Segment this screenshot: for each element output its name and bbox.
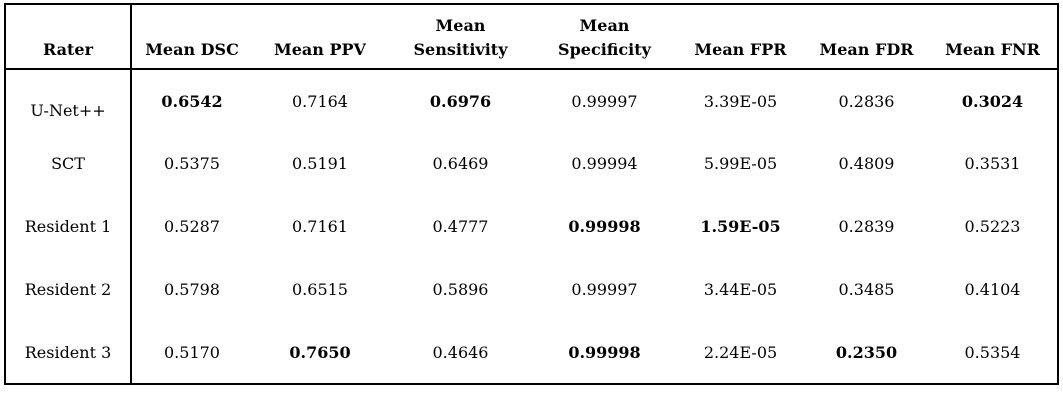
rater-cell: Resident 1 [5, 195, 132, 258]
table-row-resident2: Resident 2 0.5798 0.6515 0.5896 0.99997 … [5, 258, 1058, 321]
rater-metrics-table: Rater Mean DSC Mean PPV Mean Sensitivity… [4, 3, 1059, 385]
value-cell: 0.6976 [429, 91, 492, 111]
value-cell: 0.4646 [432, 342, 489, 362]
value-cell: 0.7650 [289, 342, 351, 362]
header-cell-mean-fpr: Mean FPR [676, 4, 805, 70]
value-cell: 0.5375 [164, 154, 220, 173]
header-cell-mean-fnr: Mean FNR [928, 4, 1058, 70]
value-cell: 0.6469 [432, 154, 489, 173]
rater-cell: SCT [5, 132, 132, 195]
value-cell: 0.99998 [568, 217, 641, 236]
rater-cell: U-Net++ [5, 69, 132, 132]
value-cell: 0.5287 [164, 217, 220, 236]
value-cell: 0.5798 [164, 280, 220, 299]
rater-cell: Resident 3 [5, 321, 132, 384]
value-cell: 0.4777 [432, 217, 489, 236]
value-cell: 5.99E-05 [703, 154, 778, 173]
value-cell: 0.99997 [571, 280, 638, 299]
value-cell: 0.3531 [964, 154, 1021, 173]
value-cell: 0.5896 [432, 280, 489, 299]
value-cell: 0.2836 [838, 91, 895, 111]
value-cell: 0.5191 [292, 154, 348, 173]
value-cell: 3.44E-05 [703, 280, 778, 299]
value-cell: 0.7161 [292, 217, 348, 236]
value-cell: 0.2839 [838, 217, 895, 236]
value-cell: 3.39E-05 [703, 91, 778, 111]
value-cell: 0.4809 [838, 154, 895, 173]
value-cell: 0.2350 [835, 342, 898, 362]
value-cell: 0.7164 [292, 91, 348, 111]
value-cell: 0.99994 [571, 154, 638, 173]
rater-cell: Resident 2 [5, 258, 132, 321]
table-row-sct: SCT 0.5375 0.5191 0.6469 0.99994 5.99E-0… [5, 132, 1058, 195]
header-cell-mean-dsc: Mean DSC [131, 4, 252, 70]
value-cell: 0.99998 [568, 342, 641, 362]
table-row-resident3: Resident 3 0.5170 0.7650 0.4646 0.99998 … [5, 321, 1058, 384]
value-cell: 0.6542 [161, 91, 223, 111]
header-cell-mean-fdr: Mean FDR [805, 4, 928, 70]
table-row-unet: U-Net++ 0.6542 0.7164 0.6976 0.99997 3.3… [5, 69, 1058, 132]
header-cell-mean-ppv: Mean PPV [252, 4, 388, 70]
header-cell-rater: Rater [5, 4, 132, 70]
value-cell: 0.5170 [164, 342, 220, 362]
value-cell: 2.24E-05 [703, 342, 778, 362]
header-cell-mean-specificity: Mean Specificity [533, 4, 676, 70]
value-cell: 0.99997 [571, 91, 638, 111]
value-cell: 0.3485 [838, 280, 895, 299]
header-row: Rater Mean DSC Mean PPV Mean Sensitivity… [5, 4, 1058, 70]
table-row-resident1: Resident 1 0.5287 0.7161 0.4777 0.99998 … [5, 195, 1058, 258]
value-cell: 0.3024 [961, 91, 1024, 111]
value-cell: 0.4104 [964, 280, 1021, 299]
value-cell: 1.59E-05 [700, 217, 781, 236]
value-cell: 0.5354 [964, 342, 1021, 362]
value-cell: 0.5223 [964, 217, 1021, 236]
header-cell-mean-sensitivity: Mean Sensitivity [388, 4, 533, 70]
value-cell: 0.6515 [292, 280, 348, 299]
